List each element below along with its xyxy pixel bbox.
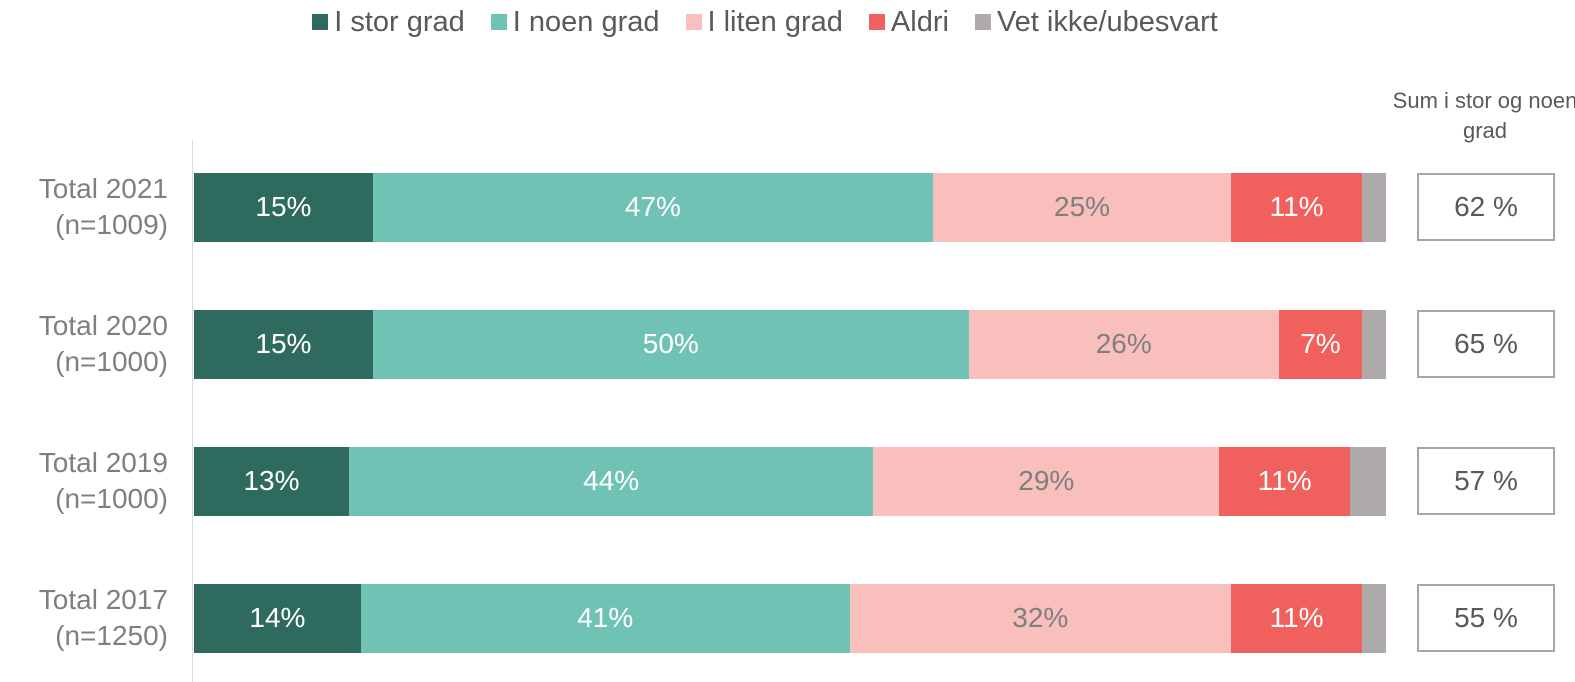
sum-box: 62 % <box>1417 173 1555 241</box>
bar-segment: 29% <box>873 446 1220 516</box>
data-label: 11% <box>1269 191 1324 222</box>
data-label: 29% <box>1018 465 1075 496</box>
data-label: 15% <box>255 328 312 359</box>
legend-swatch <box>974 14 991 30</box>
bar-segment <box>1362 172 1386 242</box>
bar-segment: 44% <box>348 446 874 516</box>
bar-segment: 41% <box>360 583 850 653</box>
bar-segment <box>1350 446 1386 516</box>
data-label: 14% <box>249 602 306 633</box>
category-axis <box>192 140 193 682</box>
data-label: 50% <box>642 328 699 359</box>
sum-box: 55 % <box>1417 584 1555 652</box>
sum-title: Sum i stor og noen grad <box>1392 88 1575 143</box>
data-label: 13% <box>243 465 300 496</box>
data-label: 11% <box>1257 465 1312 496</box>
sum-label: 65 % <box>1454 328 1518 359</box>
legend-swatch <box>490 14 507 30</box>
data-label: 25% <box>1054 191 1111 222</box>
data-label: 11% <box>1269 602 1324 633</box>
bar-segment: 14% <box>194 583 361 653</box>
data-label: 47% <box>624 191 681 222</box>
legend-swatch <box>868 14 885 30</box>
legend: I stor grad I noen grad I liten grad Aldri V… <box>0 2 1530 42</box>
legend-label: I noen grad <box>512 5 660 38</box>
category-label: Total 2020 (n=1000) <box>38 310 168 377</box>
bar-segment: 13% <box>194 446 349 516</box>
bar-segment: 11% <box>1219 446 1351 516</box>
data-label: 15% <box>255 191 312 222</box>
sum-label: 57 % <box>1454 465 1518 496</box>
category-label: Total 2019 (n=1000) <box>38 447 168 514</box>
data-label: 7% <box>1300 328 1341 359</box>
bar-segment: 50% <box>372 309 969 379</box>
bar-segment <box>1362 583 1386 653</box>
bar-segment: 32% <box>849 583 1232 653</box>
legend-label: I stor grad <box>334 5 465 38</box>
bar-segment: 26% <box>968 309 1279 379</box>
bar-segment: 15% <box>194 309 373 379</box>
data-label: 44% <box>583 465 640 496</box>
legend-item: I liten grad <box>685 5 843 39</box>
bar-segment <box>1362 309 1386 379</box>
data-label: 41% <box>577 602 634 633</box>
legend-swatch <box>685 14 702 30</box>
legend-label: Aldri <box>890 5 949 38</box>
bar-segment: 7% <box>1278 309 1363 379</box>
legend-item: Vet ikke/ubesvart <box>974 5 1218 39</box>
legend-label: Vet ikke/ubesvart <box>996 5 1218 38</box>
sum-box: 65 % <box>1417 310 1555 378</box>
category-label: Total 2017 (n=1250) <box>38 584 168 651</box>
data-label: 32% <box>1012 602 1069 633</box>
legend-label: I liten grad <box>707 5 843 38</box>
legend-item: Aldri <box>868 5 949 39</box>
legend-swatch <box>312 14 329 30</box>
data-label: 26% <box>1095 328 1152 359</box>
bar-segment: 11% <box>1231 583 1363 653</box>
sum-label: 55 % <box>1454 602 1518 633</box>
bar-segment: 11% <box>1231 172 1363 242</box>
bar-segment: 25% <box>933 172 1232 242</box>
category-label: Total 2021 (n=1009) <box>38 173 168 240</box>
sum-box: 57 % <box>1417 447 1555 515</box>
bar-segment: 47% <box>372 172 934 242</box>
sum-label: 62 % <box>1454 191 1518 222</box>
legend-item: I noen grad <box>490 5 660 39</box>
legend-item: I stor grad <box>312 6 465 39</box>
bar-segment: 15% <box>194 172 373 242</box>
